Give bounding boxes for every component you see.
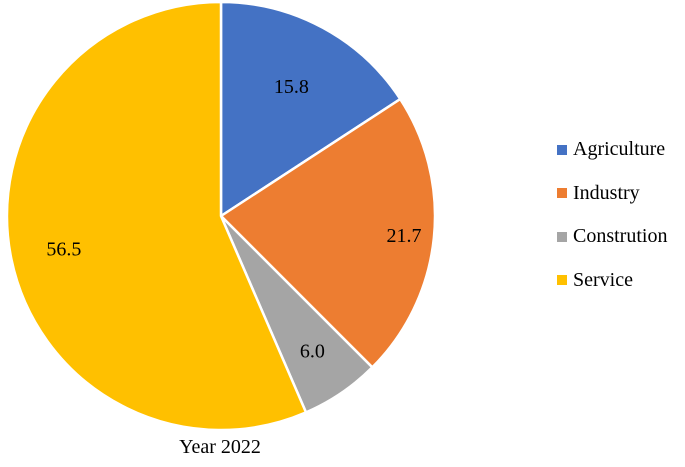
pie-slice-industry [219, 97, 437, 370]
legend-label-constrution: Constrution [573, 225, 668, 248]
data-label-constrution: 6.0 [300, 341, 325, 363]
legend-swatch-industry [557, 188, 567, 199]
pie-slice-service [5, 0, 308, 432]
data-label-industry: 21.7 [387, 225, 422, 247]
legend: Agriculture Industry Constrution Service [557, 128, 667, 302]
legend-swatch-constrution [557, 231, 567, 242]
legend-swatch-service [557, 275, 567, 286]
legend-item-industry: Industry [557, 172, 667, 216]
pie-slice-agriculture [219, 0, 402, 219]
legend-item-constrution: Constrution [557, 215, 667, 259]
data-label-service: 56.5 [46, 239, 81, 261]
legend-label-service: Service [573, 268, 633, 291]
legend-item-agriculture: Agriculture [557, 128, 667, 172]
legend-label-agriculture: Agriculture [573, 138, 666, 161]
legend-item-service: Service [557, 259, 667, 303]
legend-label-industry: Industry [573, 181, 640, 204]
chart-caption: Year 2022 [179, 436, 261, 458]
data-label-agriculture: 15.8 [274, 76, 309, 98]
legend-swatch-agriculture [557, 144, 567, 155]
